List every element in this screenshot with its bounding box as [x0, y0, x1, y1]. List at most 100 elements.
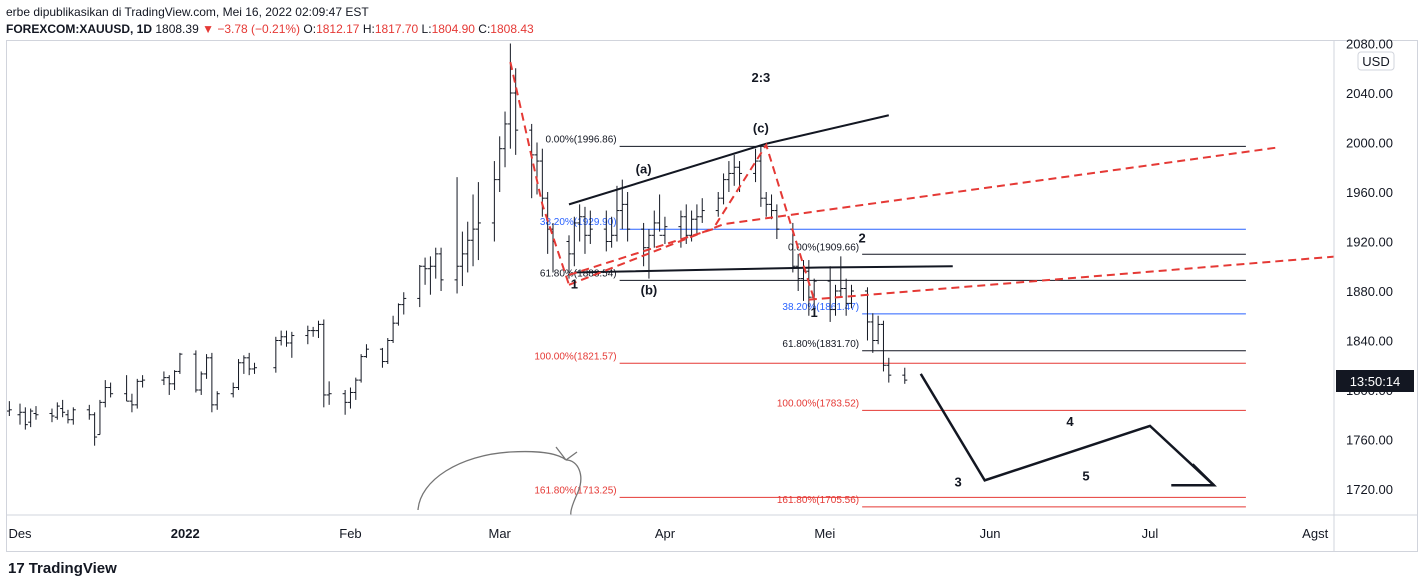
ohlc-bar	[326, 381, 332, 405]
fib-level-label: 100.00%(1783.52)	[777, 398, 859, 409]
ohlc-bar	[502, 111, 508, 168]
y-tick-label: 1960.00	[1346, 185, 1393, 200]
ohlc-bar	[880, 320, 886, 372]
fib-level-label: 161.80%(1713.25)	[534, 485, 616, 496]
ohlc-bar	[54, 402, 60, 420]
ohlc-bar	[379, 347, 385, 368]
y-tick-label: 1720.00	[1346, 482, 1393, 497]
ohlc-bar	[769, 194, 775, 220]
countdown-label: 13:50:14	[1350, 374, 1401, 389]
ohlc-bar	[310, 326, 316, 337]
fib-level-label: 0.00%(1909.66)	[788, 242, 859, 253]
ohlc-bar	[864, 287, 870, 341]
ohlc-bar	[758, 144, 764, 207]
ohlc-bar	[497, 136, 503, 192]
ohlc-bar	[7, 401, 12, 416]
ohlc-bar	[838, 256, 844, 298]
ohlc-bar	[166, 375, 172, 395]
ohlc-bar	[161, 371, 167, 386]
ohlc-bar	[470, 194, 476, 267]
wave-label: (b)	[641, 283, 658, 298]
y-tick-label: 1880.00	[1346, 284, 1393, 299]
wave-label: 3	[954, 475, 961, 490]
ohlc-bar	[465, 221, 471, 273]
ohlc-bar	[795, 253, 801, 291]
ohlc-bar	[358, 354, 364, 383]
ohlc-bar	[289, 331, 295, 358]
plot-area[interactable]: 0.00%(1996.86)38.20%(1929.90)61.80%(1888…	[7, 43, 1353, 516]
ohlc-bar	[641, 222, 647, 267]
wave-label: 1	[811, 305, 818, 320]
close-label: C:	[478, 22, 491, 36]
ohlc-bar	[49, 408, 55, 423]
ohlc-bar	[140, 375, 146, 388]
high-value: 1817.70	[374, 22, 419, 36]
fib-level-label: 61.80%(1831.70)	[782, 339, 859, 350]
ohlc-bar	[134, 378, 140, 409]
x-tick-label: Mei	[814, 526, 835, 541]
ohlc-bar	[172, 370, 178, 390]
ohlc-bar	[321, 319, 327, 408]
ohlc-bar	[827, 266, 833, 322]
x-tick-label: Jun	[980, 526, 1001, 541]
ohlc-bar	[17, 403, 23, 425]
fib-level-label: 100.00%(1821.57)	[534, 351, 616, 362]
ohlc-bar	[108, 382, 114, 398]
ohlc-bar	[870, 313, 876, 353]
ohlc-bar	[385, 338, 391, 365]
ohlc-bar	[236, 359, 242, 390]
ohlc-bar	[529, 123, 535, 199]
dashed-channel-line	[568, 146, 1279, 286]
ohlc-bar	[177, 352, 183, 374]
symbol-ohlc-row: FOREXCOM:XAUUSD, 1D 1808.39 ▼ −3.78 (−0.…	[6, 22, 534, 36]
ohlc-bar	[459, 231, 465, 287]
ohlc-bar	[806, 260, 812, 316]
ohlc-bar	[774, 204, 780, 240]
y-tick-label: 2080.00	[1346, 37, 1393, 52]
ohlc-bar	[651, 210, 657, 248]
symbol-label[interactable]: FOREXCOM:XAUUSD, 1D	[6, 22, 153, 36]
ohlc-bar	[246, 352, 252, 376]
ohlc-bar	[33, 406, 39, 420]
y-tick-label: 2000.00	[1346, 136, 1393, 151]
chart-frame[interactable]	[6, 40, 1418, 552]
ohlc-bar	[657, 194, 663, 236]
ohlc-bar	[209, 352, 215, 413]
ohlc-bar	[694, 204, 700, 236]
ohlc-bar	[726, 161, 732, 192]
ohlc-bar	[342, 390, 348, 415]
ohlc-bar	[571, 216, 577, 267]
ohlc-bar	[193, 350, 199, 393]
ohlc-bar	[353, 377, 359, 400]
ohlc-bar	[454, 177, 460, 294]
ohlc-bar	[315, 320, 321, 339]
fib-level-label: 38.20%(1861.47)	[782, 302, 859, 313]
publish-info: erbe dipublikasikan di TradingView.com, …	[6, 5, 369, 19]
ohlc-bar	[513, 68, 519, 155]
open-value: 1812.17	[316, 22, 360, 36]
fib-level-label: 161.80%(1705.56)	[777, 495, 859, 506]
ohlc-bar	[86, 404, 92, 420]
ohlc-bar	[433, 247, 439, 279]
ohlc-bar	[241, 355, 247, 374]
open-label: O:	[303, 22, 317, 36]
ohlc-bar	[886, 357, 892, 383]
ohlc-bar	[609, 216, 615, 248]
ohlc-bar	[92, 412, 98, 446]
trendline	[574, 265, 953, 274]
tradingview-brand[interactable]: 17 TradingView	[8, 560, 117, 577]
close-value: 1808.43	[490, 22, 534, 36]
ohlc-bar	[534, 142, 540, 195]
ohlc-bar	[507, 43, 513, 149]
wave-label: 4	[1066, 414, 1074, 429]
x-tick-label: Mar	[489, 526, 512, 541]
ohlc-bar	[278, 330, 284, 346]
y-tick-label: 1920.00	[1346, 235, 1393, 250]
ohlc-bar	[614, 185, 620, 242]
ohlc-bar	[198, 371, 204, 395]
wave-label: 2:3	[751, 70, 770, 85]
ohlc-bar	[124, 375, 130, 402]
ohlc-bar	[347, 387, 353, 409]
x-tick-label: 2022	[171, 526, 200, 541]
